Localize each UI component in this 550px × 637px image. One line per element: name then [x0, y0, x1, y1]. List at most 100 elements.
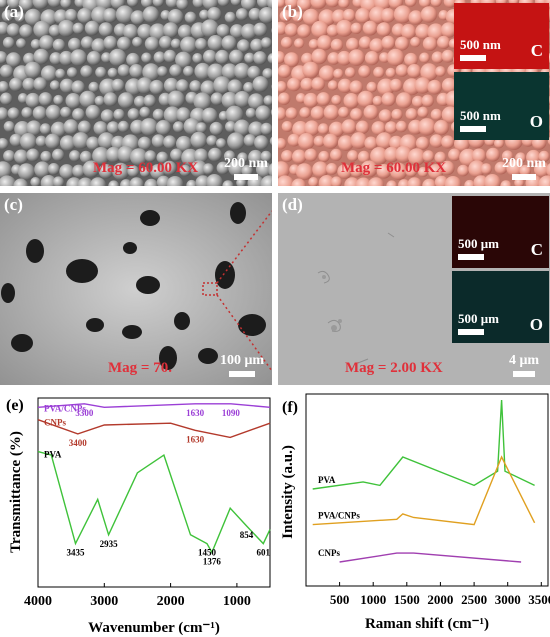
nanoparticle [39, 123, 52, 135]
nanoparticle [18, 0, 34, 11]
raman-series-label: CNPs [318, 548, 340, 558]
nanoparticle [291, 178, 306, 186]
nanoparticle [437, 35, 451, 50]
nanoparticle [285, 107, 298, 120]
nanoparticle [444, 176, 462, 186]
nanoparticle [144, 178, 159, 186]
ftir-peak-label: 1090 [222, 408, 241, 418]
nanoparticle [364, 51, 380, 66]
nanoparticle [200, 80, 216, 96]
nanoparticle [262, 68, 272, 79]
nanoparticle [170, 38, 181, 49]
nanoparticle [380, 8, 396, 23]
nanoparticle [325, 0, 340, 8]
eds-map-carbon-b: 500 nm C [454, 3, 549, 69]
nanoparticle [304, 148, 318, 162]
nanoparticle [107, 67, 118, 78]
nanoparticle [433, 120, 449, 136]
nanoparticle [169, 64, 182, 77]
nanoparticle [45, 133, 61, 149]
nanoparticle [538, 150, 550, 162]
raman-series-label: PVA [318, 475, 336, 485]
raman-x-tick-label: 2000 [427, 592, 453, 607]
nanoparticle [302, 61, 320, 79]
nanoparticle [327, 80, 338, 91]
nanoparticle [19, 24, 33, 38]
nanoparticle [441, 49, 455, 63]
nanoparticle [364, 136, 378, 150]
nanoparticle [141, 52, 152, 64]
nanoparticle [229, 49, 244, 65]
nanoparticle [297, 133, 315, 150]
nanoparticle [113, 108, 125, 121]
magnification-b: Mag = 60.00 KX [341, 160, 447, 176]
sem-panel-a: (a) Mag = 60.00 KX 200 nm [0, 0, 272, 186]
nanoparticle [207, 63, 225, 81]
nanoparticle [400, 24, 417, 40]
nanoparticle [312, 161, 329, 178]
nanoparticle [385, 67, 396, 78]
nanoparticle [137, 136, 152, 150]
nanoparticle [22, 77, 36, 91]
nanoparticle [227, 79, 243, 95]
nanoparticle [395, 120, 408, 133]
element-label-o: O [529, 112, 543, 131]
nanoparticle [360, 160, 378, 178]
nanoparticle [40, 175, 57, 186]
nanoparticle [193, 148, 209, 163]
nanoparticle [40, 150, 52, 163]
ftir-peak-label: 3300 [75, 408, 94, 418]
nanoparticle [237, 39, 250, 53]
nanoparticle [142, 63, 160, 81]
nanoparticle [443, 0, 457, 8]
nanoparticle [195, 122, 207, 134]
nanoparticle [163, 106, 181, 124]
nanoparticle [2, 36, 15, 49]
nanoparticle [390, 162, 408, 180]
nanoparticle [49, 80, 61, 91]
nanoparticle [32, 106, 47, 121]
nanoparticle [422, 36, 438, 51]
ftir-x-tick-label: 3000 [90, 594, 118, 609]
nanoparticle [278, 92, 291, 105]
nanoparticle [355, 7, 371, 24]
nanoparticle [26, 120, 42, 136]
nanoparticle [317, 123, 329, 135]
nanoparticle [233, 119, 251, 136]
raman-x-tick-label: 500 [330, 592, 350, 607]
nanoparticle [167, 8, 184, 25]
nanoparticle [69, 150, 81, 162]
nanoparticle [366, 81, 378, 93]
nanoparticle [278, 107, 287, 121]
nanoparticle [82, 160, 100, 178]
nanoparticle [362, 20, 378, 36]
ftir-x-axis-label: Wavenumber (cm⁻¹) [88, 620, 220, 636]
nanoparticle [323, 104, 340, 121]
nanoparticle [176, 0, 189, 10]
nanoparticle [179, 164, 191, 177]
scale-bar-a: 200 nm [224, 156, 268, 180]
scale-bar-c: 100 μm [218, 353, 266, 377]
nanoparticle [59, 164, 75, 179]
ftir-peak-label: 1630 [186, 434, 205, 444]
nanoparticle [266, 0, 272, 10]
nanoparticle [203, 49, 217, 64]
nanoparticle [337, 50, 352, 66]
nanoparticle [328, 121, 345, 137]
nanoparticle [50, 121, 67, 137]
nanoparticle [86, 51, 102, 66]
nanoparticle [419, 0, 431, 8]
nanoparticle [141, 0, 153, 8]
raman-series-line [312, 455, 536, 526]
nanoparticle [435, 66, 446, 77]
nanoparticle [90, 177, 106, 186]
nanoparticle [3, 150, 16, 162]
nanoparticle [295, 163, 313, 181]
nanoparticle [222, 180, 234, 186]
nanoparticle [337, 78, 353, 94]
nanoparticle [376, 164, 392, 179]
nanoparticle [190, 131, 207, 149]
nanoparticle [415, 23, 431, 40]
nanoparticle [297, 24, 311, 38]
nanoparticle [201, 107, 218, 124]
